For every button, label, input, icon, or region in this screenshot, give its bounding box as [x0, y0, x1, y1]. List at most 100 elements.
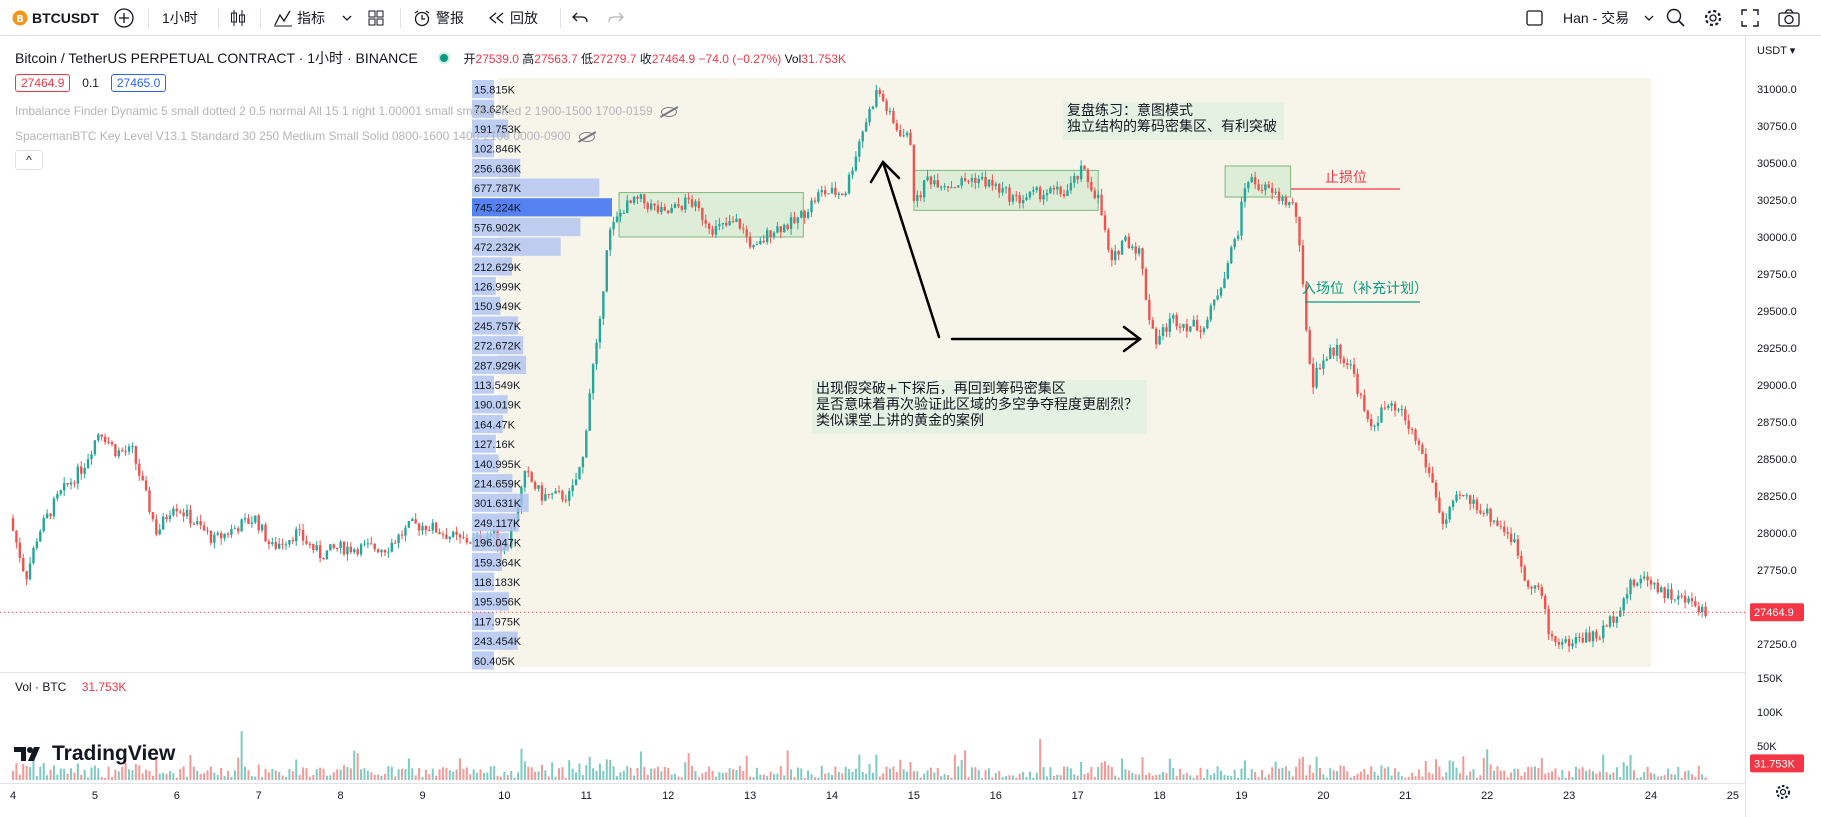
candle-body [1151, 320, 1154, 329]
volume-bar [1134, 774, 1137, 780]
volume-bar [1104, 761, 1106, 780]
candle-body [1038, 187, 1042, 200]
volume-bar [1209, 775, 1212, 780]
tradingview-logo[interactable]: TradingView [14, 742, 175, 766]
candle-body [1056, 186, 1059, 190]
volume-bar [1100, 762, 1103, 780]
candle-body [1243, 188, 1247, 202]
candle-body [134, 446, 138, 464]
volume-bars-group [12, 731, 1707, 780]
undo-button[interactable] [571, 0, 589, 36]
indicator-key-level[interactable]: SpacemanBTC Key Level V13.1 Standard 30 … [15, 129, 595, 143]
candle-body [117, 450, 120, 457]
candle-body [1107, 229, 1110, 250]
volume-bar [598, 763, 601, 780]
candle-body [380, 549, 383, 553]
volume-bar [1045, 776, 1048, 780]
candle-body [325, 550, 329, 560]
price-tick-label: 27750.0 [1757, 565, 1797, 577]
candle-body [626, 200, 629, 213]
candle-body [1660, 587, 1663, 593]
buy-button[interactable]: 27465.0 [110, 74, 167, 92]
candle-body [1148, 299, 1151, 321]
volume-profile-row [472, 178, 600, 197]
volume-bar [90, 767, 93, 780]
volume-profile-row [472, 237, 561, 256]
time-tick-label: 12 [662, 790, 674, 802]
price-tick-label: 28250.0 [1757, 491, 1797, 503]
symbol-search[interactable]: B BTCUSDT [12, 0, 99, 36]
hidden-eye-icon[interactable] [660, 106, 677, 117]
layouts-button[interactable] [367, 0, 385, 36]
volume-bar [1107, 765, 1110, 780]
search-button[interactable] [1665, 0, 1687, 36]
currency-selector[interactable]: USDT ▾ [1757, 44, 1795, 57]
candle-body [1322, 360, 1325, 369]
volume-bar [885, 766, 888, 780]
interval-button[interactable]: 1小时 [162, 0, 198, 36]
currency-label: USDT [1757, 45, 1787, 57]
volume-bar [1114, 775, 1117, 780]
volume-bar [1656, 776, 1659, 780]
candle-body [697, 201, 701, 208]
axis-settings-button[interactable] [1774, 783, 1792, 806]
checkbox-icon[interactable] [1525, 9, 1545, 27]
volume-bar [844, 766, 847, 780]
volume-bar [1356, 773, 1359, 780]
candle-body [1574, 637, 1578, 644]
candle-body [649, 203, 653, 210]
volume-bar [332, 772, 335, 780]
candle-body [291, 539, 295, 542]
volume-bar [1162, 772, 1165, 780]
collapse-legend-button[interactable]: ^ [15, 150, 43, 170]
volume-bar [465, 767, 468, 780]
candle-body [196, 521, 199, 524]
candle-body [1526, 580, 1530, 587]
candle-body [820, 190, 823, 193]
sell-button[interactable]: 27464.9 [15, 74, 71, 92]
volume-bar [302, 767, 305, 780]
fullscreen-button[interactable] [1740, 0, 1760, 36]
candle-body [803, 211, 806, 218]
volume-bar [551, 762, 554, 780]
indicator-imbalance-finder[interactable]: Imbalance Finder Dynamic 5 small dotted … [15, 104, 677, 118]
chart-type-button[interactable] [229, 0, 247, 36]
candle-body [455, 531, 458, 535]
candle-body [110, 442, 114, 445]
volume-bar [141, 773, 144, 780]
candle-body [1090, 181, 1093, 191]
volume-bar [544, 770, 547, 780]
candle-body [189, 509, 192, 524]
candle-body [1513, 539, 1516, 543]
price-tick-label: 28000.0 [1757, 528, 1797, 540]
volume-bar [1595, 773, 1598, 780]
volume-bar [1291, 776, 1294, 780]
candle-body [878, 90, 881, 95]
volume-bar [435, 775, 438, 780]
volume-profile-row [472, 217, 581, 237]
alert-button[interactable]: 警报 [412, 0, 464, 36]
volume-bar [1588, 769, 1591, 780]
snapshot-button[interactable] [1777, 0, 1801, 36]
replay-button[interactable]: 回放 [488, 0, 538, 36]
volume-bar [510, 770, 513, 780]
account-selector[interactable]: Han - 交易 [1525, 0, 1655, 36]
redo-button[interactable] [607, 0, 625, 36]
volume-bar [499, 776, 502, 780]
candle-body [469, 542, 472, 544]
candle-body [1605, 625, 1608, 627]
candle-body [1421, 444, 1424, 454]
volume-bar [755, 767, 758, 780]
indicators-button[interactable]: 指标 [273, 0, 353, 36]
volume-bar [325, 775, 328, 780]
symbol-title[interactable]: Bitcoin / TetherUS PERPETUAL CONTRACT · … [15, 50, 418, 66]
settings-button[interactable] [1702, 0, 1724, 36]
candle-body [223, 533, 226, 539]
compare-add-button[interactable] [113, 0, 135, 36]
chevron-down-icon[interactable] [341, 12, 353, 24]
candle-body [653, 203, 656, 206]
candle-body [339, 541, 342, 548]
volume-profile-label: 126.999K [474, 282, 522, 294]
hidden-eye-icon[interactable] [578, 131, 595, 142]
